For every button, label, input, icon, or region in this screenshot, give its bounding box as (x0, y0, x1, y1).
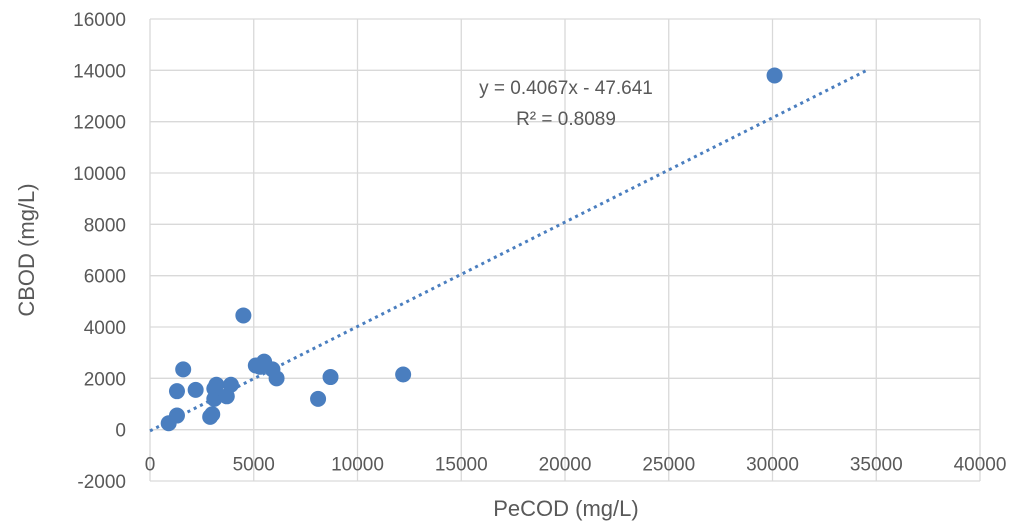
x-tick-label: 10000 (331, 455, 384, 476)
y-tick-label: 10000 (73, 164, 126, 185)
y-tick-label: 0 (115, 421, 126, 442)
trendline-group (149, 69, 867, 433)
y-tick-labels: -2000 0 2000 4000 6000 8000 10000 12000 14000 160… (73, 10, 126, 493)
data-point (395, 366, 412, 383)
x-tick-label: 25000 (642, 455, 695, 476)
data-point (222, 376, 239, 393)
y-tick-label: 16000 (73, 10, 126, 31)
data-point (204, 406, 221, 423)
data-point (235, 307, 252, 324)
y-axis-title: CBOD (mg/L) (14, 183, 39, 316)
x-tick-label: 30000 (746, 455, 799, 476)
y-tick-label: 4000 (84, 318, 126, 339)
x-tick-labels: 0 5000 10000 15000 20000 25000 30000 35000 40000 (145, 455, 1007, 476)
data-point (175, 361, 192, 378)
data-point (187, 381, 204, 398)
x-tick-label: 0 (145, 455, 156, 476)
trendline (149, 69, 867, 433)
y-tick-label: 14000 (73, 61, 126, 82)
data-points (160, 67, 783, 432)
x-tick-label: 15000 (435, 455, 488, 476)
x-tick-label: 40000 (954, 455, 1007, 476)
x-tick-label: 5000 (233, 455, 275, 476)
x-axis-title: PeCOD (mg/L) (493, 496, 638, 521)
y-tick-label: -2000 (77, 472, 126, 493)
data-point (208, 376, 225, 393)
y-tick-label: 2000 (84, 369, 126, 390)
data-point (322, 369, 339, 386)
y-tick-label: 8000 (84, 215, 126, 236)
y-tick-label: 12000 (73, 113, 126, 134)
data-point (766, 67, 783, 84)
data-point (168, 383, 185, 400)
trendline-equation: y = 0.4067x - 47.641 (479, 78, 653, 99)
x-tick-label: 20000 (539, 455, 592, 476)
x-tick-label: 35000 (850, 455, 903, 476)
data-point (310, 390, 327, 407)
data-point (268, 370, 285, 387)
y-tick-label: 6000 (84, 267, 126, 288)
data-point (168, 407, 185, 424)
trendline-r-squared: R² = 0.8089 (516, 109, 616, 130)
gridlines (149, 18, 981, 482)
